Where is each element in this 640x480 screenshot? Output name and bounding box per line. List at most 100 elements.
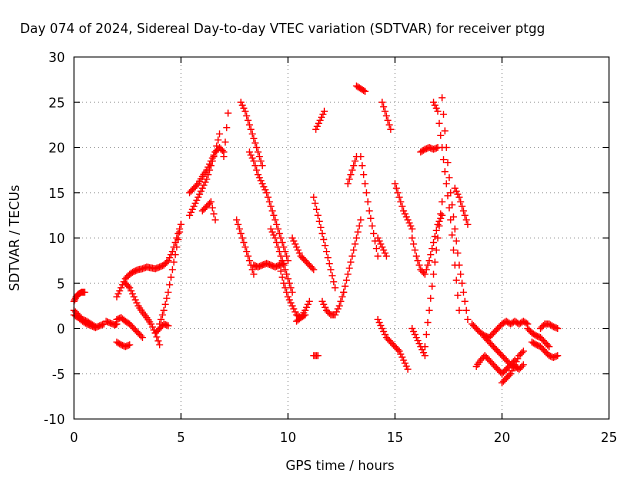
data-point [323,248,331,256]
data-point [360,86,368,94]
data-point [378,243,386,251]
data-point [197,187,205,195]
data-point [245,121,253,129]
data-point [430,239,438,247]
data-point [127,287,135,295]
data-point [320,107,328,115]
series-arc-06 [113,338,134,351]
data-point [441,168,449,176]
data-point [380,103,388,111]
data-point [351,157,359,165]
data-point [293,243,301,251]
data-point [382,252,390,260]
data-point [244,252,252,260]
data-point [156,341,164,349]
data-point [221,138,229,146]
grid-layer [74,57,609,419]
data-point [377,240,385,248]
data-point [352,234,360,242]
data-point [392,184,400,192]
data-point [310,193,318,201]
data-point [116,287,124,295]
data-point [514,355,522,363]
y-tick-label: 5 [57,277,65,292]
series-arc-36 [408,325,429,360]
data-point [378,98,386,106]
data-point [428,282,436,290]
data-point [400,356,408,364]
data-point [338,293,346,301]
data-point [237,98,245,106]
data-point [355,222,363,230]
data-point [163,258,171,266]
data-point [368,222,376,230]
data-point [114,290,122,298]
series-arc-13 [198,198,219,224]
data-point [544,341,552,349]
data-point [344,270,352,278]
data-point [420,349,428,357]
data-point [448,201,456,209]
data-point [170,258,178,266]
data-point [81,288,89,296]
data-point [462,216,470,224]
data-point [240,239,248,247]
data-point [451,184,459,192]
data-point [401,359,409,367]
data-point [394,346,402,354]
data-point [358,162,366,170]
data-point [200,181,208,189]
data-point [312,125,320,133]
data-point [270,211,278,219]
data-point [421,352,429,360]
data-point [285,296,293,304]
data-point [281,266,289,274]
data-point [186,211,194,219]
data-point [290,237,298,245]
series-arc-32 [374,234,390,260]
data-point [395,193,403,201]
data-point [154,337,162,345]
data-point [310,266,318,274]
data-point [268,228,276,236]
x-tick-label: 20 [494,431,511,446]
data-point [211,216,219,224]
series-arc-35 [408,211,446,278]
data-point [410,328,418,336]
data-point [275,229,283,237]
data-point [193,181,201,189]
data-point [130,293,138,301]
data-point [315,119,323,127]
data-point [251,139,259,147]
data-point [158,311,166,319]
data-point [518,349,526,357]
data-point [459,207,467,215]
series-arc-34 [391,180,416,233]
data-point [411,246,419,254]
series-arc-47 [524,325,553,351]
data-point [174,236,182,244]
data-point [207,198,215,206]
data-point [424,261,432,269]
data-point [290,305,298,313]
data-point [255,174,263,182]
data-point [452,187,460,195]
data-point [378,325,386,332]
data-point [449,246,457,254]
data-point [278,257,286,265]
data-point [462,306,470,314]
data-point [382,112,390,120]
data-point [137,332,145,340]
x-tick-label: 0 [70,431,78,446]
data-point [210,210,218,218]
data-point [461,297,469,305]
data-point [313,122,321,130]
data-point [464,315,472,323]
data-point [407,222,415,230]
data-point [357,216,365,224]
data-point [164,322,172,330]
data-point [428,245,436,253]
data-point [400,207,408,215]
data-point [318,229,326,237]
series-arc-24 [312,107,328,133]
